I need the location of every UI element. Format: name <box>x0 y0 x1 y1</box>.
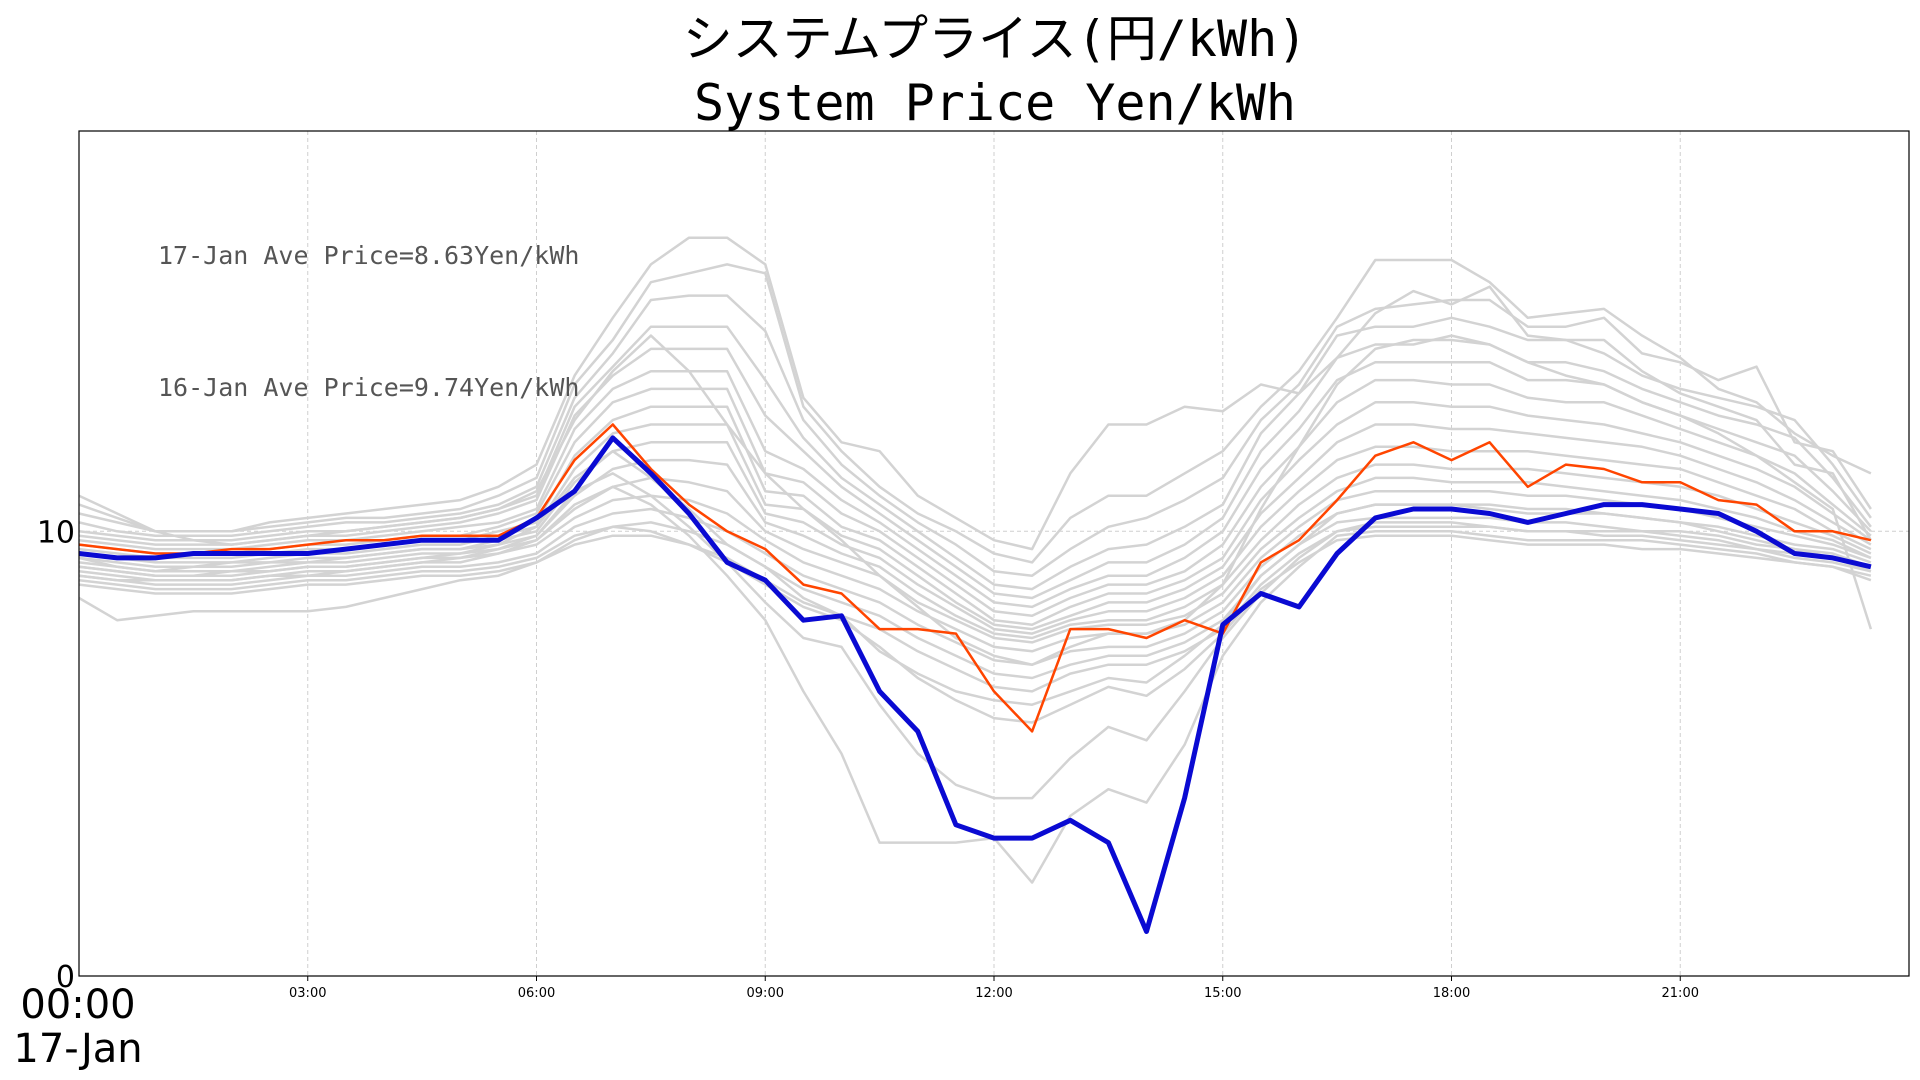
background-series-line <box>78 361 1872 609</box>
x-tick-label: 12:00 <box>975 986 1012 1001</box>
background-series-line <box>78 258 1872 564</box>
x-tick-label: 15:00 <box>1204 986 1241 1001</box>
chart-title: システムプライス(円/kWh) <box>683 10 1308 68</box>
y-tick-label: 0 <box>56 960 75 995</box>
x-date-label: 17-Jan <box>13 1026 142 1072</box>
y-tick-label: 10 <box>37 515 75 550</box>
background-series-line <box>78 485 1872 884</box>
background-series-line <box>78 294 1872 577</box>
axis-ticks: 03:00 06:00 09:00 12:00 15:00 18:00 21:00 0 10 <box>37 515 1699 1001</box>
x-tick-label: 06:00 <box>518 986 555 1001</box>
x-tick-label: 09:00 <box>747 986 784 1001</box>
x-first-tick-label: 00:00 <box>20 982 135 1028</box>
previous-day-series-line <box>78 423 1872 733</box>
background-series-line <box>78 525 1872 724</box>
background-series <box>78 236 1873 884</box>
chart-subtitle: System Price Yen/kWh <box>694 74 1296 132</box>
x-tick-label: 21:00 <box>1662 986 1699 1001</box>
background-series-line <box>78 236 1872 551</box>
current-day-series-line <box>78 435 1872 934</box>
annotation-previous: 16-Jan Ave Price=9.74Yen/kWh <box>158 373 579 402</box>
background-series-line <box>78 458 1872 640</box>
background-series-line <box>78 472 1872 800</box>
x-tick-label: 03:00 <box>289 986 326 1001</box>
background-series-line <box>78 334 1873 666</box>
x-tick-label: 18:00 <box>1433 986 1470 1001</box>
background-series-line <box>78 423 1872 631</box>
annotation-current: 17-Jan Ave Price=8.63Yen/kWh <box>158 241 579 270</box>
main-series <box>78 423 1872 934</box>
background-series-line <box>78 334 1872 600</box>
